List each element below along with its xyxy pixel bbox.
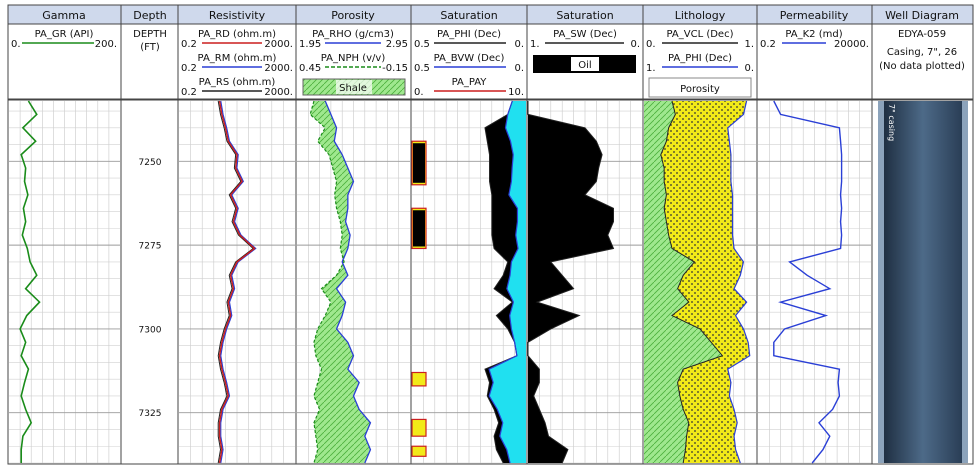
vcl-scale-min: 0. bbox=[646, 39, 656, 50]
bvw-curve-label: PA_BVW (Dec) bbox=[434, 53, 505, 64]
gr-curve-label: PA_GR (API) bbox=[35, 29, 94, 40]
fill-layer bbox=[310, 101, 750, 463]
col-title-resistivity: Resistivity bbox=[209, 9, 266, 22]
litho-phi-scale-min: 1. bbox=[646, 63, 656, 74]
label-layer: 7250 7275 7300 7325 bbox=[139, 158, 162, 419]
bvw-scale-min: 0.5 bbox=[414, 63, 430, 74]
sw-curve bbox=[527, 101, 615, 464]
well-name: EDYA-059 bbox=[898, 29, 946, 40]
rs-scale-min: 0.2 bbox=[181, 87, 197, 98]
casing-pipe bbox=[884, 101, 962, 463]
rm-scale-min: 0.2 bbox=[181, 63, 197, 74]
k2-scale-min: 0.2 bbox=[760, 39, 776, 50]
nph-scale-min: 0.45 bbox=[299, 63, 321, 74]
depth-unit: (FT) bbox=[140, 42, 160, 53]
bvw-scale-max: 0. bbox=[514, 63, 524, 74]
col-title-saturation-2: Saturation bbox=[556, 9, 613, 22]
shale-fill bbox=[310, 101, 371, 463]
litho-phi-scale-max: 0. bbox=[744, 63, 754, 74]
rs-curve bbox=[217, 100, 254, 464]
depth-tick-label: 7250 bbox=[139, 158, 162, 168]
col-title-lithology: Lithology bbox=[675, 9, 726, 22]
vcl-fill bbox=[644, 101, 723, 463]
porosity-fill-label: Porosity bbox=[680, 84, 720, 95]
depth-tick-label: 7275 bbox=[139, 242, 162, 252]
rm-curve bbox=[220, 100, 257, 464]
rho-scale-min: 1.95 bbox=[299, 39, 321, 50]
well-casing-text: Casing, 7", 26 bbox=[887, 47, 957, 58]
rd-curve bbox=[218, 100, 256, 464]
rs-curve-label: PA_RS (ohm.m) bbox=[199, 77, 276, 88]
nph-curve bbox=[309, 100, 345, 464]
pay-curve-label: PA_PAY bbox=[452, 77, 488, 88]
phi-curve bbox=[484, 100, 518, 464]
bvw-fill bbox=[489, 101, 526, 463]
bvw-curve bbox=[488, 100, 519, 464]
porosity-fill-swatch bbox=[648, 77, 752, 98]
well-no-data-text: (No data plotted) bbox=[879, 61, 965, 72]
pay-flag bbox=[411, 418, 427, 437]
col-title-permeability: Permeability bbox=[780, 9, 849, 22]
sw-scale-min: 1. bbox=[530, 39, 540, 50]
well-diagram-track: 7" casing bbox=[873, 101, 972, 463]
k2-curve bbox=[773, 100, 843, 464]
col-title-saturation-1: Saturation bbox=[440, 9, 497, 22]
pay-flag bbox=[411, 445, 427, 457]
phi-scale-min: 0.5 bbox=[414, 39, 430, 50]
nph-curve-label: PA_NPH (v/v) bbox=[321, 53, 386, 64]
track-dividers bbox=[120, 100, 873, 464]
nph-scale-max: -0.15 bbox=[382, 63, 408, 74]
curve-layer bbox=[19, 100, 843, 464]
litho-phi-curve-label: PA_PHI (Dec) bbox=[668, 53, 732, 64]
rd-scale-max: 2000. bbox=[264, 39, 293, 50]
pay-flag-hc bbox=[413, 210, 425, 247]
rs-scale-max: 2000. bbox=[264, 87, 293, 98]
depth-tick-label: 7300 bbox=[139, 325, 162, 335]
col-title-well-diagram: Well Diagram bbox=[885, 9, 959, 22]
rm-curve-label: PA_RM (ohm.m) bbox=[198, 53, 277, 64]
oil-fill-label: Oil bbox=[578, 60, 591, 71]
depth-label: DEPTH bbox=[133, 29, 167, 40]
col-title-gamma: Gamma bbox=[42, 9, 85, 22]
phi-scale-max: 0. bbox=[514, 39, 524, 50]
pay-flag bbox=[411, 371, 427, 387]
rm-scale-max: 2000. bbox=[264, 63, 293, 74]
casing-label: 7" casing bbox=[887, 104, 896, 141]
gr-scale-max: 200. bbox=[95, 39, 117, 50]
shale-fill-label: Shale bbox=[339, 83, 367, 94]
vcl-curve-label: PA_VCL (Dec) bbox=[667, 29, 734, 40]
vcl-curve bbox=[660, 100, 724, 464]
header-row: Gamma Depth Resistivity Porosity Saturat… bbox=[7, 4, 974, 100]
pay-scale-max: 10. bbox=[508, 87, 524, 98]
k2-scale-max: 20000. bbox=[834, 39, 869, 50]
gr-scale-min: 0. bbox=[11, 39, 21, 50]
litho-phi-curve bbox=[727, 100, 751, 464]
rd-curve-label: PA_RD (ohm.m) bbox=[198, 29, 276, 40]
pay-scale-min: 0. bbox=[414, 87, 424, 98]
oil-fill bbox=[528, 101, 614, 463]
sw-curve-label: PA_SW (Dec) bbox=[553, 29, 617, 40]
rho-curve bbox=[324, 100, 372, 464]
sw-scale-max: 0. bbox=[630, 39, 640, 50]
sand-fill bbox=[660, 101, 750, 463]
gr-curve bbox=[19, 100, 41, 463]
vcl-scale-max: 1. bbox=[744, 39, 754, 50]
rd-scale-min: 0.2 bbox=[181, 39, 197, 50]
hydrocarbon-fill bbox=[484, 101, 519, 463]
col-title-porosity: Porosity bbox=[331, 9, 375, 22]
pay-flag-hc bbox=[413, 143, 425, 183]
rho-curve-label: PA_RHO (g/cm3) bbox=[312, 29, 394, 40]
col-title-depth: Depth bbox=[133, 9, 167, 22]
phi-curve-label: PA_PHI (Dec) bbox=[437, 29, 501, 40]
depth-tick-label: 7325 bbox=[139, 409, 162, 419]
rho-scale-max: 2.95 bbox=[386, 39, 408, 50]
k2-curve-label: PA_K2 (md) bbox=[785, 29, 842, 40]
